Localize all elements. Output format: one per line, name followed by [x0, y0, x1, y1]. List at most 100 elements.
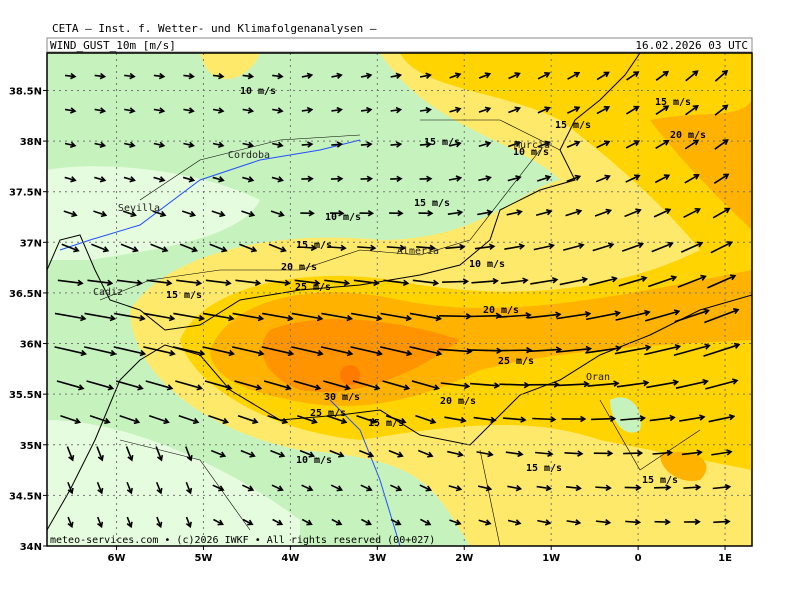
wind-arrow	[211, 210, 226, 218]
wind-arrow	[96, 446, 104, 462]
wind-arrow	[565, 484, 582, 492]
contour-label: 10 m/s	[513, 147, 549, 158]
wind-arrow	[360, 175, 373, 183]
contour-label: 15 m/s	[424, 137, 460, 148]
wind-arrow	[113, 346, 147, 357]
wind-arrow	[54, 346, 87, 357]
wind-arrow	[596, 140, 611, 149]
wind-arrow	[655, 140, 670, 150]
wind-arrow	[415, 414, 437, 425]
wind-arrow	[713, 173, 730, 184]
wind-arrow	[320, 346, 354, 357]
contour-label: 15 m/s	[414, 198, 450, 209]
wind-arrow	[477, 485, 493, 492]
lat-tick-label: 38.5N	[9, 86, 42, 97]
wind-arrow	[478, 519, 492, 526]
wind-arrow	[155, 481, 163, 495]
wind-arrow	[618, 275, 648, 287]
wind-arrow	[126, 481, 133, 495]
wind-arrow	[330, 484, 344, 492]
wind-arrow	[89, 414, 111, 425]
lon-tick-label: 1E	[718, 553, 732, 564]
wind-arrow	[536, 484, 553, 492]
wind-arrow	[173, 312, 205, 322]
wind-arrow	[419, 72, 432, 79]
city-label: Cordoba	[228, 150, 270, 161]
wind-arrow	[116, 279, 143, 287]
wind-arrow	[681, 449, 703, 456]
wind-arrow	[56, 380, 85, 391]
wind-arrow	[595, 484, 612, 492]
wind-arrow	[94, 141, 107, 149]
wind-arrow	[537, 174, 552, 182]
wind-arrow	[124, 141, 136, 149]
wind-arrow	[124, 72, 136, 80]
wind-arrow	[232, 312, 265, 322]
wind-arrow	[499, 381, 531, 389]
wind-arrow	[291, 312, 324, 322]
wind-arrow	[644, 344, 682, 356]
wind-arrow	[654, 518, 671, 526]
wind-arrow	[293, 380, 322, 391]
wind-arrow	[644, 309, 681, 322]
wind-arrow	[183, 72, 195, 80]
wind-arrow	[294, 279, 321, 287]
wind-arrow	[185, 481, 193, 495]
wind-arrow	[585, 310, 621, 321]
wind-arrow	[361, 518, 372, 526]
wind-arrow	[654, 174, 671, 184]
wind-arrow	[555, 345, 592, 353]
wind-arrow	[440, 382, 471, 390]
wind-arrow	[357, 244, 377, 252]
contour-label: 25 m/s	[310, 408, 346, 419]
wind-arrow	[652, 449, 674, 457]
wind-arrow	[449, 519, 462, 526]
wind-arrow	[596, 71, 610, 81]
wind-arrow	[63, 210, 78, 218]
wind-arrow	[675, 378, 709, 389]
wind-arrow	[623, 449, 644, 457]
wind-arrow	[297, 244, 318, 252]
wind-arrow	[64, 141, 77, 149]
wind-arrow	[683, 207, 701, 219]
wind-arrow	[242, 141, 255, 149]
wind-arrow	[87, 279, 114, 287]
wind-arrow	[242, 107, 255, 114]
valid-time: 16.02.2026 03 UTC	[635, 39, 748, 52]
wind-arrow	[419, 106, 432, 114]
wind-arrow	[615, 309, 651, 321]
wind-arrow	[150, 243, 169, 253]
wind-arrow	[448, 485, 463, 492]
wind-arrow	[589, 276, 618, 286]
wind-arrow	[507, 175, 522, 182]
grid	[47, 53, 752, 546]
wind-arrow	[535, 209, 553, 216]
wind-arrow	[537, 519, 552, 526]
wind-arrow	[91, 243, 110, 253]
wind-arrow	[212, 107, 225, 114]
wind-arrow	[537, 106, 551, 114]
wind-arrow	[673, 343, 711, 357]
wind-arrow	[212, 176, 225, 183]
wind-arrow	[143, 346, 176, 357]
wind-arrow	[271, 484, 284, 492]
wind-arrow	[445, 243, 466, 251]
wind-arrow	[704, 308, 740, 324]
wind-arrow	[478, 106, 492, 113]
wind-arrow	[183, 141, 195, 149]
city-label: Sevilla	[118, 203, 160, 214]
wind-arrow	[419, 141, 433, 148]
wind-arrow	[585, 345, 622, 354]
wind-arrow	[242, 72, 255, 80]
wind-arrow	[390, 484, 403, 492]
wind-arrow	[262, 312, 294, 322]
wind-arrow	[272, 518, 284, 526]
wind-arrow	[625, 140, 641, 149]
wind-arrow	[61, 243, 80, 253]
wind-arrow	[123, 176, 136, 183]
wind-arrow	[242, 176, 255, 183]
wind-arrow	[210, 449, 227, 458]
wind-arrow	[504, 243, 526, 250]
wind-arrows	[54, 69, 741, 529]
wind-arrow	[212, 72, 225, 80]
